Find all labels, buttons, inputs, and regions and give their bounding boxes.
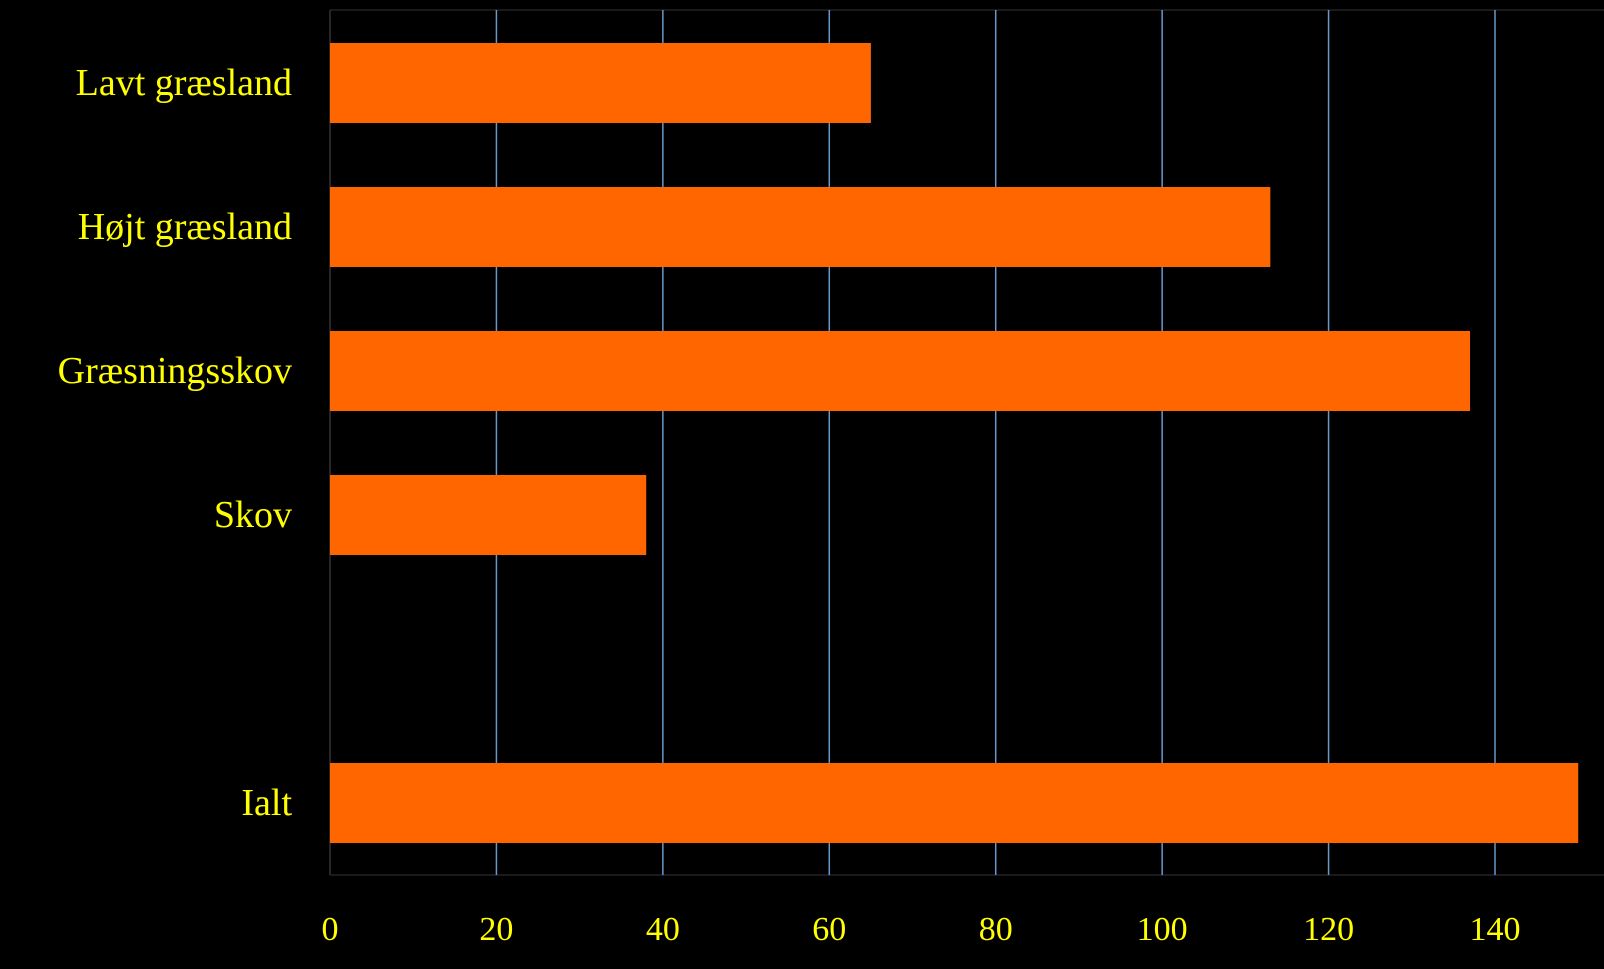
x-tick-labels: 0 20 40 60 80 100 120 140 (322, 911, 1521, 948)
bars (330, 43, 1579, 843)
x-tick-label: 140 (1470, 911, 1521, 948)
x-tick-label: 40 (646, 911, 680, 948)
category-label: Skov (214, 494, 292, 536)
category-label: Ialt (241, 782, 292, 824)
category-label: Græsningsskov (58, 350, 292, 392)
bar (330, 331, 1471, 411)
category-label: Lavt græsland (76, 62, 292, 104)
x-tick-label: 20 (479, 911, 513, 948)
bar (330, 475, 647, 555)
x-tick-label: 120 (1303, 911, 1354, 948)
x-tick-label: 0 (322, 911, 339, 948)
x-tick-label: 80 (979, 911, 1013, 948)
x-tick-label: 100 (1137, 911, 1188, 948)
bar (330, 43, 871, 123)
bar (330, 763, 1579, 843)
category-label: Højt græsland (78, 206, 292, 248)
grid-lines (329, 9, 1604, 876)
category-labels: Lavt græsland Højt græsland Græsningsskov S… (58, 62, 293, 824)
bar (330, 187, 1271, 267)
x-tick-label: 60 (812, 911, 846, 948)
